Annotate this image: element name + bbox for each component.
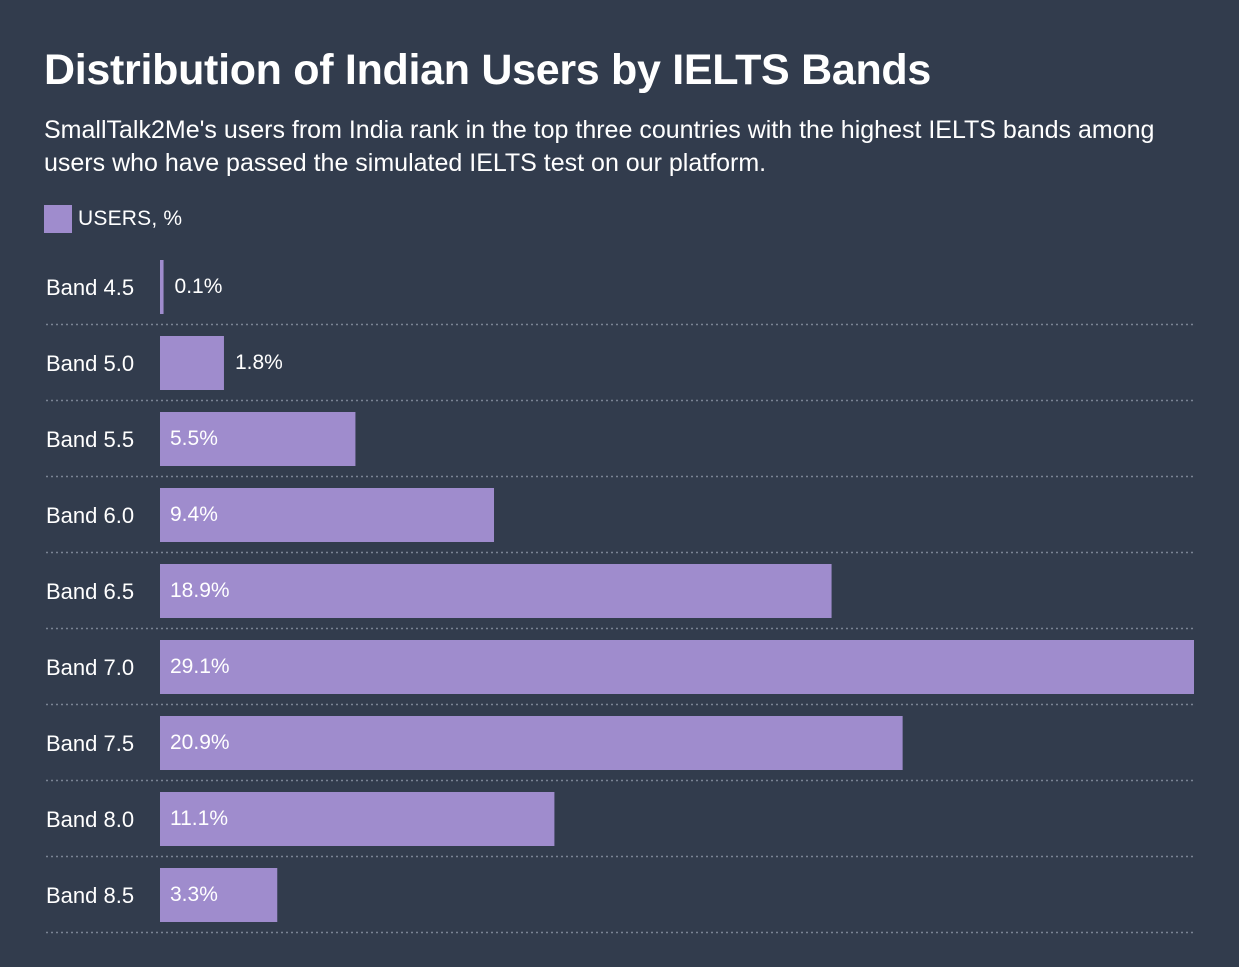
- category-label: Band 8.0: [46, 807, 134, 832]
- chart-subtitle: SmallTalk2Me's users from India rank in …: [44, 116, 1155, 177]
- legend-label: USERS, %: [78, 207, 183, 230]
- category-label: Band 7.0: [46, 655, 134, 680]
- chart-title: Distribution of Indian Users by IELTS Ba…: [44, 46, 931, 94]
- value-label: 9.4%: [170, 503, 218, 526]
- value-label: 3.3%: [170, 883, 218, 906]
- value-label: 18.9%: [170, 579, 230, 602]
- value-label: 1.8%: [235, 351, 283, 374]
- category-label: Band 6.5: [46, 579, 134, 604]
- bar: [160, 260, 164, 314]
- bar: [160, 564, 832, 618]
- legend: USERS, %: [44, 204, 182, 234]
- bar: [160, 412, 356, 466]
- value-label: 11.1%: [170, 807, 228, 830]
- category-label: Band 6.0: [46, 503, 134, 528]
- bar: [160, 488, 495, 542]
- value-label: 29.1%: [170, 655, 230, 678]
- legend-swatch: [44, 205, 72, 233]
- category-label: Band 4.5: [46, 275, 134, 300]
- bar: [160, 792, 555, 846]
- category-label: Band 5.5: [46, 427, 134, 452]
- category-label: Band 8.5: [46, 883, 134, 908]
- value-label: 0.1%: [175, 275, 223, 298]
- value-label: 5.5%: [170, 427, 218, 450]
- bar: [160, 336, 224, 390]
- bar: [160, 716, 903, 770]
- category-label: Band 5.0: [46, 351, 134, 376]
- bar: [160, 640, 1194, 694]
- value-label: 20.9%: [170, 731, 230, 754]
- bar: [160, 868, 278, 922]
- category-label: Band 7.5: [46, 731, 134, 756]
